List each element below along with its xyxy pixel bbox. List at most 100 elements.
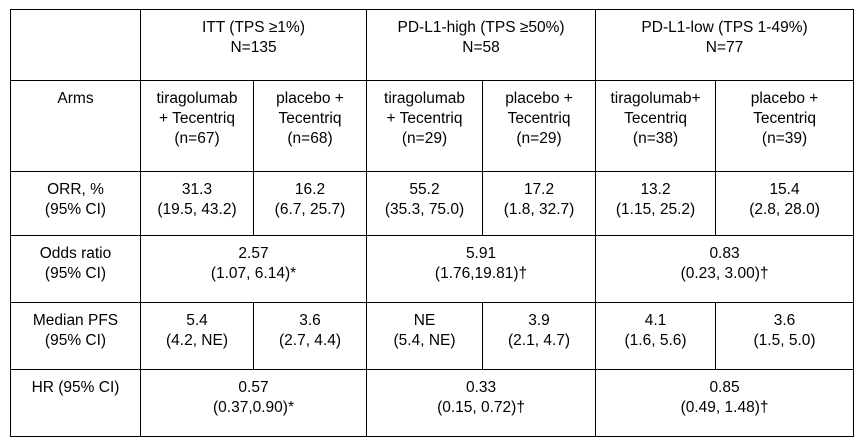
pfs-cell: 4.1 (1.6, 5.6): [595, 302, 717, 370]
value: 3.6: [773, 312, 796, 329]
odds-cell: 0.83 (0.23, 3.00)†: [595, 235, 855, 303]
group-n: N=135: [230, 39, 277, 56]
ci: (0.49, 1.48)†: [680, 399, 769, 416]
ci: (0.37,0.90)*: [213, 399, 294, 416]
group-title: PD-L1-low (TPS 1-49%): [641, 19, 808, 36]
ci: (1.76,19.81)†: [434, 265, 528, 282]
arm-line: placebo +: [750, 90, 819, 107]
hr-row: HR (95% CI) 0.57 (0.37,0.90)* 0.33 (0.15…: [10, 369, 855, 437]
arm-n: (n=39): [761, 130, 808, 147]
arm-cell: placebo + Tecentriq (n=68): [252, 80, 368, 172]
arm-line: Tecentriq: [278, 110, 342, 127]
value: 0.33: [465, 379, 497, 396]
odds-cell: 2.57 (1.07, 6.14)*: [139, 235, 368, 303]
hr-cell: 0.85 (0.49, 1.48)†: [595, 369, 855, 437]
corner-cell: [10, 9, 141, 81]
row-label-text: HR (95% CI): [31, 379, 120, 396]
value: 4.1: [644, 312, 667, 329]
orr-cell: 15.4 (2.8, 28.0): [715, 171, 855, 236]
arm-cell: tiragolumab+ Tecentriq (n=38): [595, 80, 717, 172]
orr-cell: 13.2 (1.15, 25.2): [595, 171, 717, 236]
row-label-ci: (95% CI): [44, 332, 107, 349]
row-label-median-pfs: Median PFS (95% CI): [10, 302, 141, 370]
arm-cell: placebo + Tecentriq (n=29): [482, 80, 597, 172]
odds-cell: 5.91 (1.76,19.81)†: [366, 235, 597, 303]
group-n: N=58: [462, 39, 500, 56]
value: 15.4: [769, 181, 800, 198]
ci: (0.23, 3.00)†: [680, 265, 769, 282]
row-label-hr: HR (95% CI): [10, 369, 141, 437]
pfs-cell: 3.9 (2.1, 4.7): [482, 302, 597, 370]
arm-cell: tiragolumab + Tecentriq (n=67): [140, 80, 254, 172]
row-label-text: Odds ratio: [39, 245, 112, 262]
arms-row: Arms tiragolumab + Tecentriq (n=67) plac…: [10, 80, 855, 172]
arm-cell: tiragolumab + Tecentriq (n=29): [366, 80, 484, 172]
arm-line: Tecentriq: [624, 110, 687, 127]
value: 5.4: [186, 312, 208, 329]
ci: (1.6, 5.6): [624, 332, 687, 349]
value: 3.6: [299, 312, 321, 329]
ci: (5.4, NE): [393, 332, 456, 349]
ci: (1.15, 25.2): [615, 201, 696, 218]
arm-line: placebo +: [276, 90, 344, 107]
ci: (1.5, 5.0): [753, 332, 816, 349]
orr-row: ORR, % (95% CI) 31.3 (19.5, 43.2) 16.2 (…: [10, 171, 855, 236]
arm-n: (n=29): [401, 130, 448, 147]
row-label-arms: Arms: [10, 80, 141, 172]
pfs-cell: 3.6 (1.5, 5.0): [715, 302, 855, 370]
pfs-cell: 5.4 (4.2, NE): [140, 302, 254, 370]
orr-cell: 55.2 (35.3, 75.0): [366, 171, 484, 236]
group-title: PD-L1-high (TPS ≥50%): [397, 19, 565, 36]
value: 3.9: [528, 312, 550, 329]
row-label-odds-ratio: Odds ratio (95% CI): [10, 235, 141, 303]
arm-line: tiragolumab: [156, 90, 238, 107]
ci: (2.7, 4.4): [278, 332, 342, 349]
value: 31.3: [181, 181, 213, 198]
row-label-orr: ORR, % (95% CI): [10, 171, 141, 236]
value: 0.57: [238, 379, 269, 396]
arm-n: (n=67): [174, 130, 220, 147]
ci: (4.2, NE): [165, 332, 228, 349]
ci: (1.07, 6.14)*: [210, 265, 297, 282]
median-pfs-row: Median PFS (95% CI) 5.4 (4.2, NE) 3.6 (2…: [10, 302, 855, 370]
pfs-cell: NE (5.4, NE): [366, 302, 484, 370]
group-title: ITT (TPS ≥1%): [202, 19, 305, 36]
results-table: ITT (TPS ≥1%) N=135 PD-L1-high (TPS ≥50%…: [10, 9, 855, 437]
ci: (1.8, 32.7): [503, 201, 575, 218]
row-label-ci: (95% CI): [44, 265, 107, 282]
arm-line: tiragolumab: [384, 90, 466, 107]
orr-cell: 31.3 (19.5, 43.2): [140, 171, 254, 236]
results-table-wrapper: ITT (TPS ≥1%) N=135 PD-L1-high (TPS ≥50%…: [10, 9, 855, 437]
odds-ratio-row: Odds ratio (95% CI) 2.57 (1.07, 6.14)* 5…: [10, 235, 855, 303]
orr-cell: 17.2 (1.8, 32.7): [482, 171, 597, 236]
value: NE: [413, 312, 436, 329]
arm-line: Tecentriq: [753, 110, 816, 127]
value: 0.85: [709, 379, 740, 396]
ci: (6.7, 25.7): [274, 201, 346, 218]
arm-line: placebo +: [505, 90, 573, 107]
group-header-pdl1-low: PD-L1-low (TPS 1-49%) N=77: [595, 9, 855, 81]
arm-cell: placebo + Tecentriq (n=39): [715, 80, 855, 172]
ci: (2.8, 28.0): [749, 201, 820, 218]
value: 5.91: [465, 245, 497, 262]
value: 2.57: [238, 245, 269, 262]
arm-line: tiragolumab+: [610, 90, 701, 107]
hr-cell: 0.33 (0.15, 0.72)†: [366, 369, 597, 437]
orr-cell: 16.2 (6.7, 25.7): [252, 171, 368, 236]
row-label-text: Median PFS: [32, 312, 119, 329]
value: 0.83: [709, 245, 740, 262]
arm-line: + Tecentriq: [386, 110, 463, 127]
pfs-cell: 3.6 (2.7, 4.4): [252, 302, 368, 370]
group-header-pdl1-high: PD-L1-high (TPS ≥50%) N=58: [366, 9, 597, 81]
arm-n: (n=29): [516, 130, 562, 147]
ci: (19.5, 43.2): [157, 201, 237, 218]
group-header-itt: ITT (TPS ≥1%) N=135: [139, 9, 368, 81]
value: 55.2: [409, 181, 440, 198]
group-n: N=77: [705, 39, 744, 56]
ci: (2.1, 4.7): [508, 332, 571, 349]
row-label-text: Arms: [57, 90, 94, 107]
row-label-text: ORR, %: [47, 181, 104, 198]
row-label-ci: (95% CI): [44, 201, 107, 218]
value: 13.2: [640, 181, 671, 198]
hr-cell: 0.57 (0.37,0.90)*: [139, 369, 368, 437]
